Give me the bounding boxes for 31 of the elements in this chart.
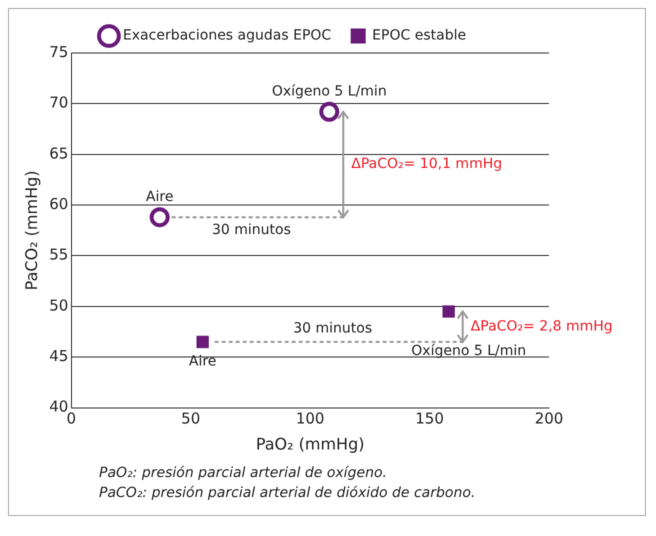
y-tick-label: 65 [49,144,68,162]
x-axis-title: PaO₂ (mmHg) [256,434,364,454]
point [442,305,455,318]
annotation: Aire [146,188,174,205]
annotation: ΔPaCO₂= 10,1 mmHg [351,156,502,172]
y-tick-label: 75 [49,42,68,61]
annotation: ΔPaCO₂= 2,8 mmHg [470,318,613,334]
y-tick-label: 55 [49,246,68,264]
text: PaCO₂: presión parcial arterial de dióxido de carbono. [99,484,476,503]
x-tick-label: 100 [296,410,324,428]
x-tick-label: 150 [415,410,444,428]
point [150,207,170,228]
legend-label: EPOC estable [372,28,466,44]
y-tick-label: 40 [49,398,68,416]
legend-label: Exacerbaciones agudas EPOC [122,28,332,44]
annotation: Oxígeno 5 L/min [411,343,526,360]
y-tick-label: 45 [49,347,68,366]
annotation: Oxígeno 5 L/min [272,83,387,100]
x-tick-label: 50 [181,410,200,428]
y-tick-label: 60 [49,194,68,213]
point [196,336,209,348]
x-tick-label: 0 [66,410,76,428]
annotation: Aire [188,354,216,370]
annotation: 30 minutos [212,222,291,238]
y-axis-title: PaCO₂ (mmHg) [22,170,41,290]
y-tick-label: 70 [49,94,68,112]
annotation: 30 minutos [293,320,372,337]
point [319,102,340,122]
x-tick-label: 200 [534,410,564,428]
text: PaO₂: presión parcial arterial de oxígeno. [99,464,388,483]
y-tick-label: 50 [49,296,68,314]
